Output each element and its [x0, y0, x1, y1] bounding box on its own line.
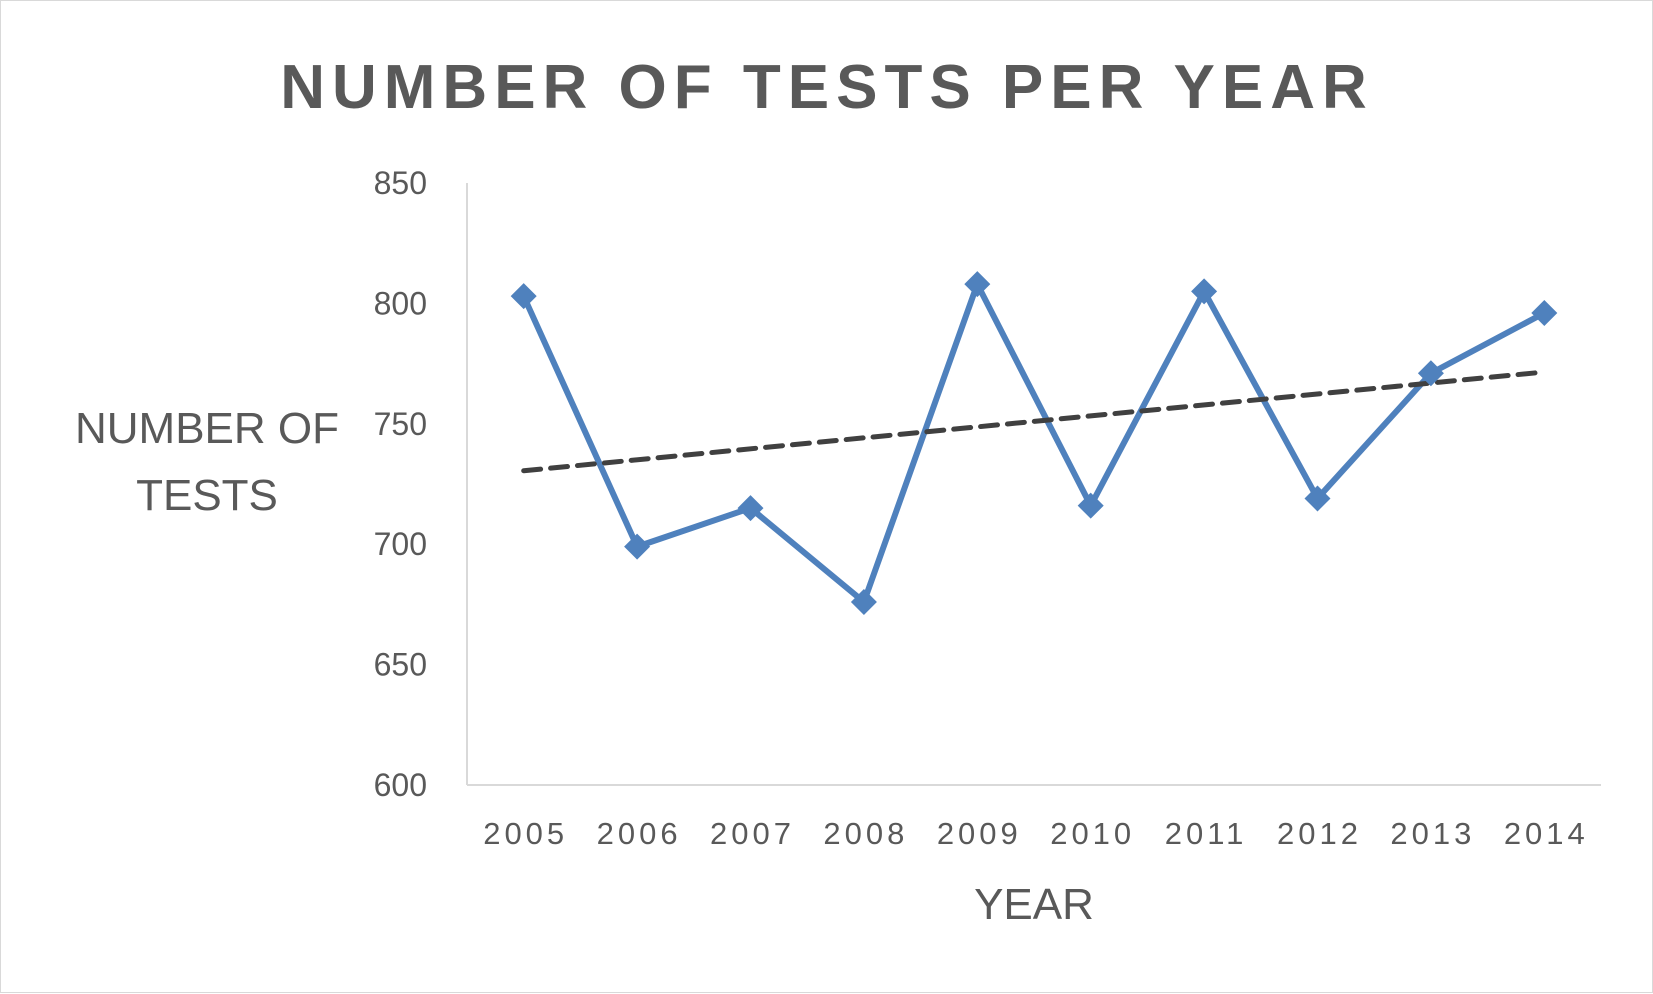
data-point-marker [1531, 300, 1558, 327]
x-tick-label: 2007 [710, 816, 795, 851]
x-tick-label: 2009 [937, 816, 1022, 851]
chart-title: NUMBER OF TESTS PER YEAR [280, 53, 1374, 122]
x-tick-label: 2008 [823, 816, 908, 851]
data-point-marker [1417, 360, 1444, 387]
x-tick-label: 2014 [1504, 816, 1589, 851]
y-tick-label: 650 [374, 647, 427, 683]
y-tick-label: 850 [374, 165, 427, 201]
data-point-marker [624, 533, 651, 560]
marker-layer [510, 271, 1558, 615]
x-tick-label: 2010 [1050, 816, 1135, 851]
y-axis-label-line-1: NUMBER OF [75, 404, 339, 453]
x-tick-label: 2006 [597, 816, 682, 851]
data-point-marker [964, 271, 991, 298]
data-point-marker [1304, 485, 1331, 512]
y-tick-label: 700 [374, 526, 427, 562]
x-axis-label: YEAR [974, 880, 1094, 929]
series-layer [520, 281, 1548, 605]
data-point-marker [1191, 278, 1218, 305]
data-point-marker [850, 588, 877, 615]
series-line [520, 281, 1548, 605]
y-axis-label-line-2: TESTS [136, 471, 278, 520]
x-tick-label: 2011 [1165, 816, 1248, 851]
y-tick-label: 800 [374, 285, 427, 321]
data-point-marker [1077, 492, 1104, 519]
y-axis-tick-labels: 600 650 700 750 800 850 [374, 165, 427, 803]
data-point-marker [510, 283, 537, 310]
y-tick-label: 750 [374, 406, 427, 442]
linear-trendline [521, 369, 1547, 474]
x-axis-tick-labels: 2005 2006 2007 2008 2009 2010 2011 2012 2013 2014 [483, 816, 1589, 851]
x-tick-label: 2013 [1390, 816, 1475, 851]
x-tick-label: 2012 [1277, 816, 1362, 851]
y-tick-label: 600 [374, 767, 427, 803]
x-tick-label: 2005 [483, 816, 568, 851]
data-point-marker [737, 495, 764, 522]
